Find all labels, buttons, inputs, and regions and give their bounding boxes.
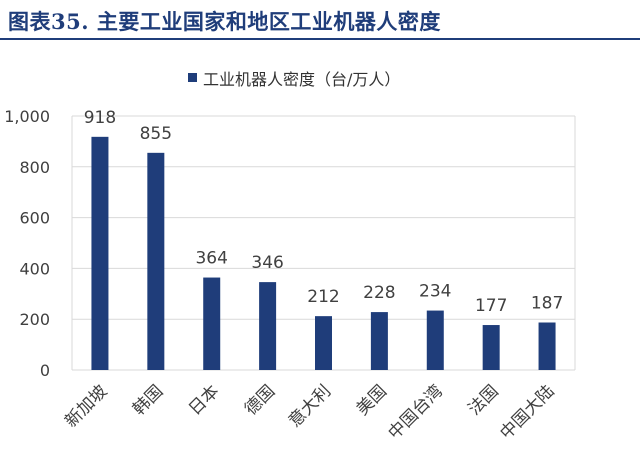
x-tick-label: 中国台湾: [385, 381, 447, 443]
figure-title: 图表35. 主要工业国家和地区工业机器人密度: [8, 9, 441, 34]
y-tick-label: 1,000: [4, 107, 50, 126]
x-tick-label: 美国: [353, 381, 391, 419]
data-label: 346: [251, 253, 283, 273]
data-label: 177: [475, 296, 507, 316]
bar: [370, 312, 388, 370]
legend-swatch: [188, 73, 197, 82]
title-underline: [0, 38, 640, 40]
x-tick-label: 新加坡: [61, 381, 111, 431]
data-label: 364: [195, 249, 227, 269]
bar: [315, 316, 332, 370]
y-tick-label: 200: [19, 310, 50, 329]
bar: [426, 310, 444, 370]
x-tick-label: 德国: [241, 381, 279, 419]
data-label: 212: [307, 287, 339, 307]
bar: [538, 322, 556, 370]
bar-chart: 0 200 400 600 800 1,000 工业机器人密度（台/万人） 918 新加坡 855…: [4, 70, 576, 444]
x-tick-label: 法国: [465, 381, 503, 419]
y-tick-label: 800: [19, 158, 50, 177]
x-tick-label: 日本: [185, 381, 223, 419]
y-tick-label: 600: [19, 209, 50, 228]
x-tick-label: 韩国: [129, 381, 167, 419]
figure-header: 图表35. 主要工业国家和地区工业机器人密度: [0, 0, 640, 44]
bar: [91, 136, 109, 370]
data-label: 228: [363, 283, 395, 303]
bar: [259, 282, 277, 370]
bar: [147, 152, 165, 370]
data-label: 234: [419, 282, 451, 302]
bar: [482, 325, 500, 370]
x-tick-label: 意大利: [285, 381, 335, 431]
y-tick-label: 400: [19, 259, 50, 278]
data-label: 918: [84, 108, 116, 128]
y-tick-label: 0: [40, 361, 50, 380]
data-label: 855: [140, 124, 172, 144]
bar: [203, 277, 221, 370]
legend-label: 工业机器人密度（台/万人）: [203, 70, 400, 89]
x-tick-label: 中国大陆: [496, 381, 558, 443]
data-label: 187: [531, 294, 563, 314]
